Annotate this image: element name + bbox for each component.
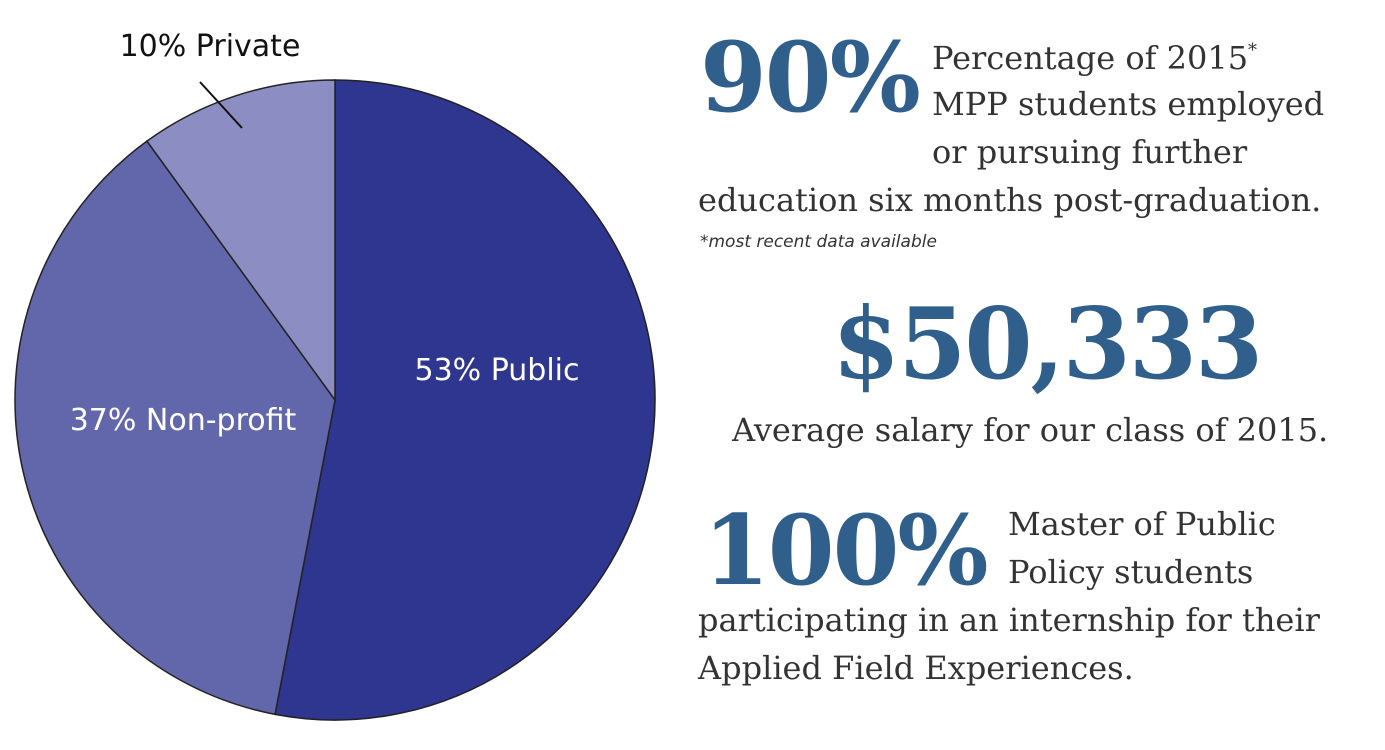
internship-number: 100% bbox=[703, 494, 989, 607]
slice-label-public: 53% Public bbox=[415, 353, 580, 388]
salary-caption: Average salary for our class of 2015. bbox=[732, 411, 1329, 449]
salary-number: $50,333 bbox=[832, 287, 1263, 402]
internship-line-2: Policy students bbox=[1008, 553, 1254, 591]
slice-label-private: 10% Private bbox=[120, 29, 301, 64]
internship-line-3: participating in an internship for their bbox=[698, 601, 1320, 639]
pie-chart: 53% Public 37% Non-profit 10% Private bbox=[14, 29, 656, 721]
footnote-marker: * bbox=[1248, 40, 1258, 61]
employment-line-1: Percentage of 2015* bbox=[932, 39, 1258, 77]
pie-slice-nonprofit bbox=[14, 140, 336, 716]
pie-slice-private bbox=[145, 79, 336, 403]
private-leader-line bbox=[199, 81, 243, 129]
internship-line-1: Master of Public bbox=[1008, 505, 1276, 543]
employment-line-2: MPP students employed bbox=[932, 85, 1325, 123]
slice-label-nonprofit: 37% Non-profit bbox=[70, 403, 297, 438]
internship-line-4: Applied Field Experiences. bbox=[698, 649, 1134, 687]
employment-line-4: education six months post-graduation. bbox=[698, 181, 1322, 219]
pie-slice-public bbox=[274, 79, 656, 721]
employment-line-1-text: Percentage of 2015 bbox=[932, 39, 1249, 77]
employment-line-3: or pursuing further bbox=[932, 133, 1248, 171]
employment-number: 90% bbox=[700, 21, 921, 134]
footnote: *most recent data available bbox=[700, 232, 937, 252]
